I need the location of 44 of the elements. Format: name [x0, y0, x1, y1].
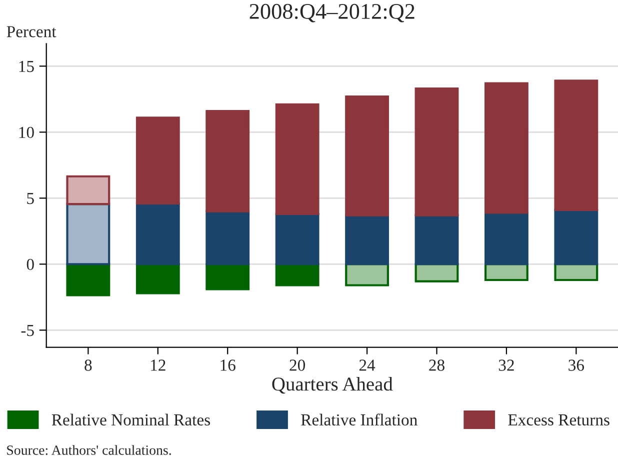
bar [345, 214, 389, 266]
y-tick-label: 10 [19, 126, 34, 138]
bar [275, 103, 320, 216]
x-axis-title: Quarters Ahead [272, 377, 393, 394]
bar [136, 263, 180, 294]
bar [345, 263, 389, 286]
bar [484, 82, 528, 214]
bar [414, 88, 459, 216]
legend-label: Excess Returns [508, 414, 610, 426]
bar [206, 210, 250, 266]
source-note: Source: Authors' calculations. [7, 445, 171, 455]
legend-label: Relative Nominal Rates [52, 414, 210, 426]
y-tick-label: 5 [27, 193, 34, 204]
chart-title: 2008:Q4–2012:Q2 [250, 4, 414, 22]
x-tick-label: 12 [151, 360, 166, 371]
bar [66, 203, 110, 266]
y-tick-label: -5 [21, 325, 34, 336]
x-tick-label: 20 [290, 360, 306, 371]
y-axis-title: Percent [6, 26, 56, 38]
bar [414, 263, 459, 282]
bar [554, 263, 598, 282]
bar [554, 208, 598, 266]
bar [484, 212, 528, 266]
bar [414, 214, 459, 266]
y-tick-label: 15 [19, 60, 34, 72]
x-tick-label: 16 [220, 360, 236, 371]
bar [275, 263, 320, 286]
bar [66, 263, 110, 296]
bar [484, 263, 528, 282]
bar [275, 212, 320, 266]
bar [206, 110, 250, 212]
legend-label: Relative Inflation [301, 414, 418, 426]
bar [136, 116, 180, 204]
x-tick-label: 8 [84, 360, 92, 371]
bar [554, 80, 598, 212]
bar [66, 175, 110, 206]
x-tick-label: 28 [429, 360, 444, 371]
x-tick-label: 32 [498, 360, 514, 371]
bar [345, 95, 389, 216]
x-tick-label: 24 [359, 360, 376, 371]
y-tick-label: 0 [26, 258, 34, 270]
bar [206, 263, 250, 290]
bar [136, 202, 180, 266]
x-tick-label: 36 [568, 360, 584, 371]
